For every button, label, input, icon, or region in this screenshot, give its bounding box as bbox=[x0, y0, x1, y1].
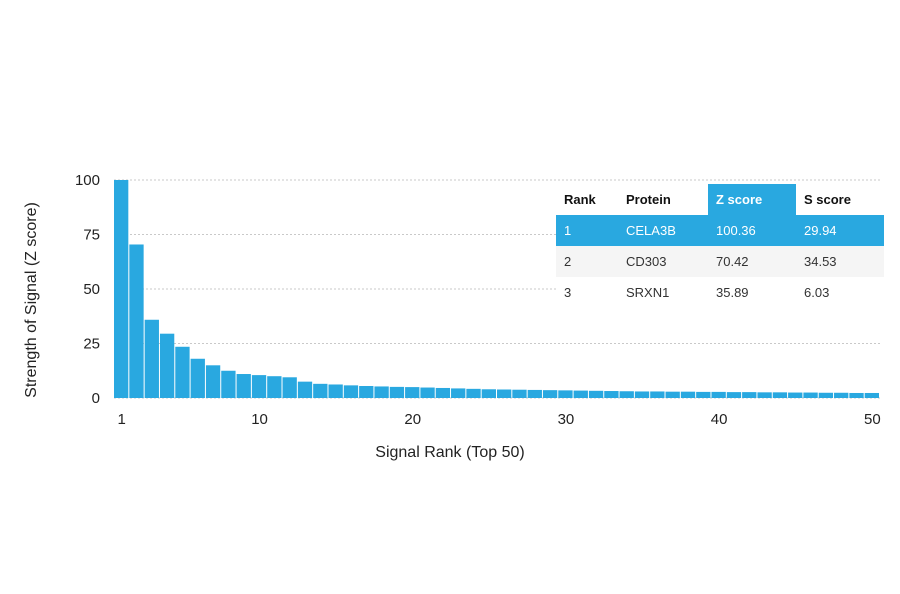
table-cell: 34.53 bbox=[804, 254, 837, 269]
x-tick-label: 40 bbox=[711, 411, 728, 428]
bar bbox=[680, 391, 696, 398]
y-axis-title: Strength of Signal (Z score) bbox=[23, 202, 40, 398]
bar bbox=[849, 392, 864, 398]
bar bbox=[144, 319, 159, 398]
bar bbox=[542, 390, 558, 398]
table-header-cell: Rank bbox=[564, 192, 597, 207]
bar bbox=[129, 244, 144, 398]
y-tick-label: 0 bbox=[92, 390, 100, 407]
table-cell: 35.89 bbox=[716, 285, 749, 300]
bars bbox=[114, 180, 879, 398]
bar bbox=[451, 388, 466, 398]
table-header-cell: S score bbox=[804, 192, 851, 207]
x-tick-label: 30 bbox=[558, 411, 575, 428]
bar bbox=[497, 389, 512, 398]
y-tick-label: 25 bbox=[83, 336, 100, 353]
bar bbox=[711, 391, 726, 398]
x-tick-label: 50 bbox=[864, 411, 881, 428]
table-header-cell: Protein bbox=[626, 192, 671, 207]
bar bbox=[665, 391, 680, 398]
x-tick-label: 20 bbox=[404, 411, 421, 428]
bar bbox=[236, 374, 251, 398]
bar bbox=[374, 386, 389, 398]
bar bbox=[405, 387, 420, 398]
table-cell: 70.42 bbox=[716, 254, 749, 269]
bar bbox=[481, 389, 496, 398]
bar bbox=[114, 180, 129, 398]
bar bbox=[466, 388, 481, 398]
y-tick-label: 50 bbox=[83, 281, 100, 298]
bar bbox=[634, 391, 650, 398]
y-tick-label: 100 bbox=[75, 172, 100, 189]
bar bbox=[573, 390, 588, 398]
bar bbox=[205, 365, 221, 398]
bar bbox=[221, 370, 236, 398]
bar bbox=[159, 333, 175, 398]
bar bbox=[772, 392, 788, 398]
bar bbox=[527, 389, 542, 398]
bar bbox=[864, 392, 879, 398]
bar bbox=[313, 383, 328, 398]
bar bbox=[588, 390, 604, 398]
y-axis-ticks: 0 25 50 75 100 bbox=[75, 172, 100, 407]
bar bbox=[328, 384, 343, 398]
table-cell: CELA3B bbox=[626, 223, 676, 238]
bar bbox=[818, 392, 834, 398]
bar bbox=[343, 385, 359, 398]
table-cell: SRXN1 bbox=[626, 285, 669, 300]
bar bbox=[435, 387, 451, 398]
bar bbox=[788, 392, 803, 398]
bar bbox=[251, 375, 267, 398]
bar bbox=[803, 392, 818, 398]
table-cell: 100.36 bbox=[716, 223, 756, 238]
bar bbox=[190, 358, 205, 398]
bar bbox=[267, 376, 282, 398]
bar bbox=[420, 387, 435, 398]
bar bbox=[359, 386, 374, 398]
top-proteins-table: Rank Protein Z score S score 1 CELA3B 100.36 29… bbox=[556, 184, 884, 308]
x-tick-label: 10 bbox=[251, 411, 268, 428]
bar bbox=[619, 391, 634, 398]
bar bbox=[726, 392, 742, 398]
bar bbox=[742, 392, 757, 398]
y-tick-label: 75 bbox=[83, 227, 100, 244]
table-header-cell: Z score bbox=[716, 192, 762, 207]
x-tick-label: 1 bbox=[117, 411, 125, 428]
bar bbox=[558, 390, 573, 398]
table-cell: 3 bbox=[564, 285, 571, 300]
bar bbox=[175, 346, 190, 398]
table-cell: 29.94 bbox=[804, 223, 837, 238]
bar bbox=[604, 391, 619, 398]
bar bbox=[834, 392, 849, 398]
table-header-highlight bbox=[708, 184, 796, 215]
table-cell: CD303 bbox=[626, 254, 666, 269]
x-axis-ticks: 1 10 20 30 40 50 bbox=[117, 411, 880, 428]
table-cell: 6.03 bbox=[804, 285, 829, 300]
bar bbox=[696, 391, 711, 398]
table-cell: 2 bbox=[564, 254, 571, 269]
bar bbox=[512, 389, 527, 398]
x-axis-title: Signal Rank (Top 50) bbox=[375, 444, 524, 461]
bar bbox=[650, 391, 665, 398]
bar bbox=[389, 386, 405, 398]
table-row-stripe bbox=[556, 246, 884, 277]
bar bbox=[757, 392, 772, 398]
table-row-highlight bbox=[556, 215, 884, 246]
bar bbox=[282, 377, 297, 398]
table-cell: 1 bbox=[564, 223, 571, 238]
bar bbox=[297, 381, 313, 398]
